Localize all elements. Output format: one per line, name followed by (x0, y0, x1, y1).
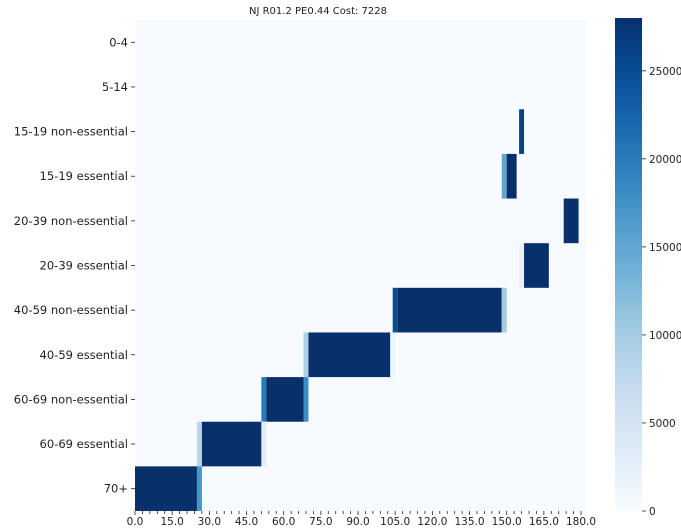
x-tick-label: 0.0 (127, 516, 144, 528)
x-tick-label: 120.0 (417, 516, 447, 528)
colorbar-tick-label: 0 (649, 506, 656, 518)
heatmap-cell (135, 466, 197, 511)
chart-title: NJ R01.2 PE0.44 Cost: 7228 (249, 6, 387, 17)
x-tick-label: 75.0 (309, 516, 332, 528)
y-axis: 0-4 5-14 15-19 non-essential 15-19 essentia… (14, 35, 135, 496)
x-tick-label: 165.0 (529, 516, 559, 528)
x-tick-label: 150.0 (492, 516, 522, 528)
y-tick-label: 20-39 non-essential (14, 214, 128, 228)
heatmap-cell (397, 287, 502, 333)
y-tick-label: 70+ (104, 482, 128, 496)
heatmap-cell (261, 377, 267, 422)
colorbar: 0 5000 10000 15000 20000 25000 (615, 18, 681, 518)
colorbar-tick-label: 25000 (649, 66, 681, 78)
heatmap-cell (392, 287, 398, 333)
heatmap-cell (196, 466, 202, 511)
y-tick-label: 15-19 non-essential (14, 125, 128, 139)
heatmap-cell (196, 421, 202, 467)
colorbar-tick-label: 5000 (649, 418, 676, 430)
x-tick-label: 105.0 (380, 516, 410, 528)
heatmap-cell (519, 243, 525, 288)
heatmap-cell (501, 153, 507, 199)
heatmap-cells (135, 109, 579, 511)
y-tick-label: 15-19 essential (40, 169, 128, 183)
colorbar-tick-label: 20000 (649, 154, 681, 166)
y-tick-label: 40-59 essential (40, 348, 128, 362)
heatmap-cell (390, 332, 396, 378)
heatmap-cell (563, 198, 579, 244)
y-tick-label: 60-69 non-essential (14, 392, 128, 406)
y-tick-label: 40-59 non-essential (14, 303, 128, 317)
heatmap-cell (261, 421, 267, 467)
heatmap-cell (524, 243, 549, 288)
heatmap-cell (519, 109, 525, 154)
x-axis: 0.0 15.0 30.0 45.0 60.0 75.0 90.0 105.0 120.0 135… (127, 511, 596, 528)
y-tick-label: 20-39 essential (40, 259, 128, 273)
x-tick-label: 90.0 (346, 516, 369, 528)
y-tick-label: 0-4 (109, 35, 128, 49)
heatmap-cell (303, 377, 309, 422)
x-tick-label: 15.0 (160, 516, 183, 528)
x-tick-label: 30.0 (198, 516, 221, 528)
colorbar-gradient (615, 18, 642, 511)
colorbar-tick-label: 10000 (649, 330, 681, 342)
x-tick-label: 180.0 (566, 516, 596, 528)
heatmap-cell (308, 332, 391, 378)
x-tick-label: 45.0 (235, 516, 258, 528)
heatmap-cell (201, 421, 262, 467)
heatmap-cell (303, 332, 309, 378)
x-tick-label: 135.0 (455, 516, 485, 528)
heatmap-cell (501, 287, 507, 333)
heatmap-cell (506, 153, 517, 199)
colorbar-tick-label: 15000 (649, 242, 681, 254)
x-tick-label: 60.0 (272, 516, 295, 528)
heatmap-cell (266, 377, 304, 422)
y-tick-label: 60-69 essential (40, 437, 128, 451)
y-tick-label: 5-14 (102, 80, 128, 94)
